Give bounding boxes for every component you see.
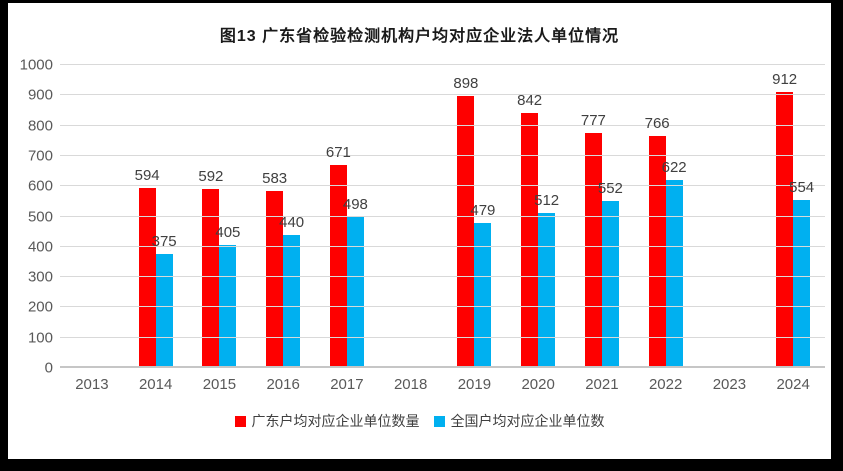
gridline-200 xyxy=(60,306,825,308)
gridline-900 xyxy=(60,94,825,96)
chart-body: 594 375 592 405 583 440 671 498 898 479 842 512 777 5… xyxy=(8,57,831,431)
data-label-series2-2021: 552 xyxy=(597,179,623,197)
bar-series1-2014: 594 xyxy=(135,167,160,368)
bar-group-2019: 898 479 xyxy=(443,65,507,368)
data-label-series2-2016: 440 xyxy=(279,213,305,231)
legend-swatch-icon xyxy=(433,415,445,427)
bar-group-2023 xyxy=(698,65,762,368)
data-label-series1-2017: 671 xyxy=(325,143,351,161)
x-tick-2017: 2017 xyxy=(330,376,364,393)
data-label-series1-2020: 842 xyxy=(517,91,543,109)
gridline-1000 xyxy=(60,64,825,65)
bar-series1-2020: 842 xyxy=(517,92,542,368)
x-tick-2024: 2024 xyxy=(776,376,810,393)
x-tick-2015: 2015 xyxy=(202,376,237,393)
bar-series1-2019: 898 xyxy=(453,75,478,368)
y-tick-700: 700 xyxy=(27,147,53,165)
x-tick-2023: 2023 xyxy=(712,376,747,393)
bar-series2-2019: 479 xyxy=(470,202,495,368)
y-tick-1000: 1000 xyxy=(19,56,53,74)
bar-group-2013 xyxy=(60,65,124,368)
data-label-series1-2024: 912 xyxy=(772,70,798,88)
y-tick-100: 100 xyxy=(27,329,53,347)
bar-series2-2016: 440 xyxy=(279,214,304,368)
y-tick-400: 400 xyxy=(27,238,53,256)
data-label-series1-2021: 777 xyxy=(580,111,606,129)
plot-area: 594 375 592 405 583 440 671 498 898 479 842 512 777 5… xyxy=(20,57,825,377)
bar-series2-2014: 375 xyxy=(152,233,177,368)
bar-series2-2024: 554 xyxy=(789,179,814,368)
gridline-100 xyxy=(60,336,825,338)
legend-label-series2: 全国户均对应企业单位数 xyxy=(450,413,605,429)
x-tick-2021: 2021 xyxy=(585,376,619,393)
x-tick-2014: 2014 xyxy=(138,376,173,393)
y-tick-0: 0 xyxy=(44,359,53,377)
x-tick-2020: 2020 xyxy=(521,376,555,393)
data-label-series2-2022: 622 xyxy=(661,158,687,176)
gridline-600 xyxy=(60,185,825,187)
y-tick-300: 300 xyxy=(27,268,53,286)
bar-series2-2021: 552 xyxy=(598,180,623,368)
data-label-series2-2014: 375 xyxy=(151,233,177,251)
x-tick-2019: 2019 xyxy=(457,376,492,393)
x-axis-labels: 2013 2014 2015 2016 2017 2018 2019 2020 2021 2022… xyxy=(60,376,825,393)
gridline-400 xyxy=(60,245,825,247)
data-label-series1-2016: 583 xyxy=(262,170,288,188)
bar-group-2021: 777 552 xyxy=(570,65,634,368)
data-label-series1-2022: 766 xyxy=(644,114,670,132)
bar-series2-2022: 622 xyxy=(662,159,687,368)
bar-series1-2022: 766 xyxy=(645,115,670,368)
data-label-series1-2019: 898 xyxy=(453,74,479,92)
x-tick-2018: 2018 xyxy=(393,376,428,393)
data-label-series1-2014: 594 xyxy=(134,167,160,185)
y-tick-600: 600 xyxy=(27,177,53,195)
bar-group-2015: 592 405 xyxy=(188,65,252,368)
gridline-300 xyxy=(60,276,825,278)
gridline-800 xyxy=(60,124,825,126)
bar-series2-2020: 512 xyxy=(534,192,559,368)
bar-series1-2015: 592 xyxy=(198,168,223,368)
bar-series1-2024: 912 xyxy=(772,71,797,368)
bar-series1-2021: 777 xyxy=(581,112,606,368)
legend-item-series2: 全国户均对应企业单位数 xyxy=(433,411,605,431)
bar-group-2024: 912 554 xyxy=(761,65,825,368)
gridline-500 xyxy=(60,215,825,217)
x-axis-line xyxy=(60,366,825,368)
data-label-series2-2019: 479 xyxy=(470,201,496,219)
legend: 广东户均对应企业单位数量 全国户均对应企业单位数 xyxy=(8,411,831,431)
legend-item-series1: 广东户均对应企业单位数量 xyxy=(234,411,420,431)
legend-swatch-icon xyxy=(234,415,246,427)
bar-series1-2016: 583 xyxy=(262,170,287,368)
bar-group-2022: 766 622 xyxy=(634,65,698,368)
data-label-series1-2015: 592 xyxy=(198,167,224,185)
bar-group-2020: 842 512 xyxy=(506,65,570,368)
bar-group-2018 xyxy=(379,65,443,368)
data-label-series2-2020: 512 xyxy=(534,191,560,209)
y-tick-500: 500 xyxy=(27,208,53,225)
bar-groups: 594 375 592 405 583 440 671 498 898 479 842 512 777 5… xyxy=(60,65,825,368)
data-label-series2-2015: 405 xyxy=(215,224,241,242)
data-label-series2-2017: 498 xyxy=(342,196,368,214)
bar-group-2014: 594 375 xyxy=(124,65,188,368)
y-tick-200: 200 xyxy=(27,298,53,316)
bar-group-2017: 671 498 xyxy=(315,65,379,368)
bar-series2-2017: 498 xyxy=(343,196,368,368)
x-tick-2013: 2013 xyxy=(75,376,109,393)
gridline-700 xyxy=(60,154,825,156)
x-tick-2016: 2016 xyxy=(266,376,300,393)
y-tick-800: 800 xyxy=(27,117,53,135)
chart-title: 图13 广东省检验检测机构户均对应企业法人单位情况 xyxy=(219,28,620,45)
x-tick-2022: 2022 xyxy=(648,376,683,393)
bar-group-2016: 583 440 xyxy=(251,65,315,368)
data-label-series2-2024: 554 xyxy=(789,179,815,197)
y-tick-900: 900 xyxy=(27,86,53,104)
legend-label-series1: 广东户均对应企业单位数量 xyxy=(251,413,420,429)
